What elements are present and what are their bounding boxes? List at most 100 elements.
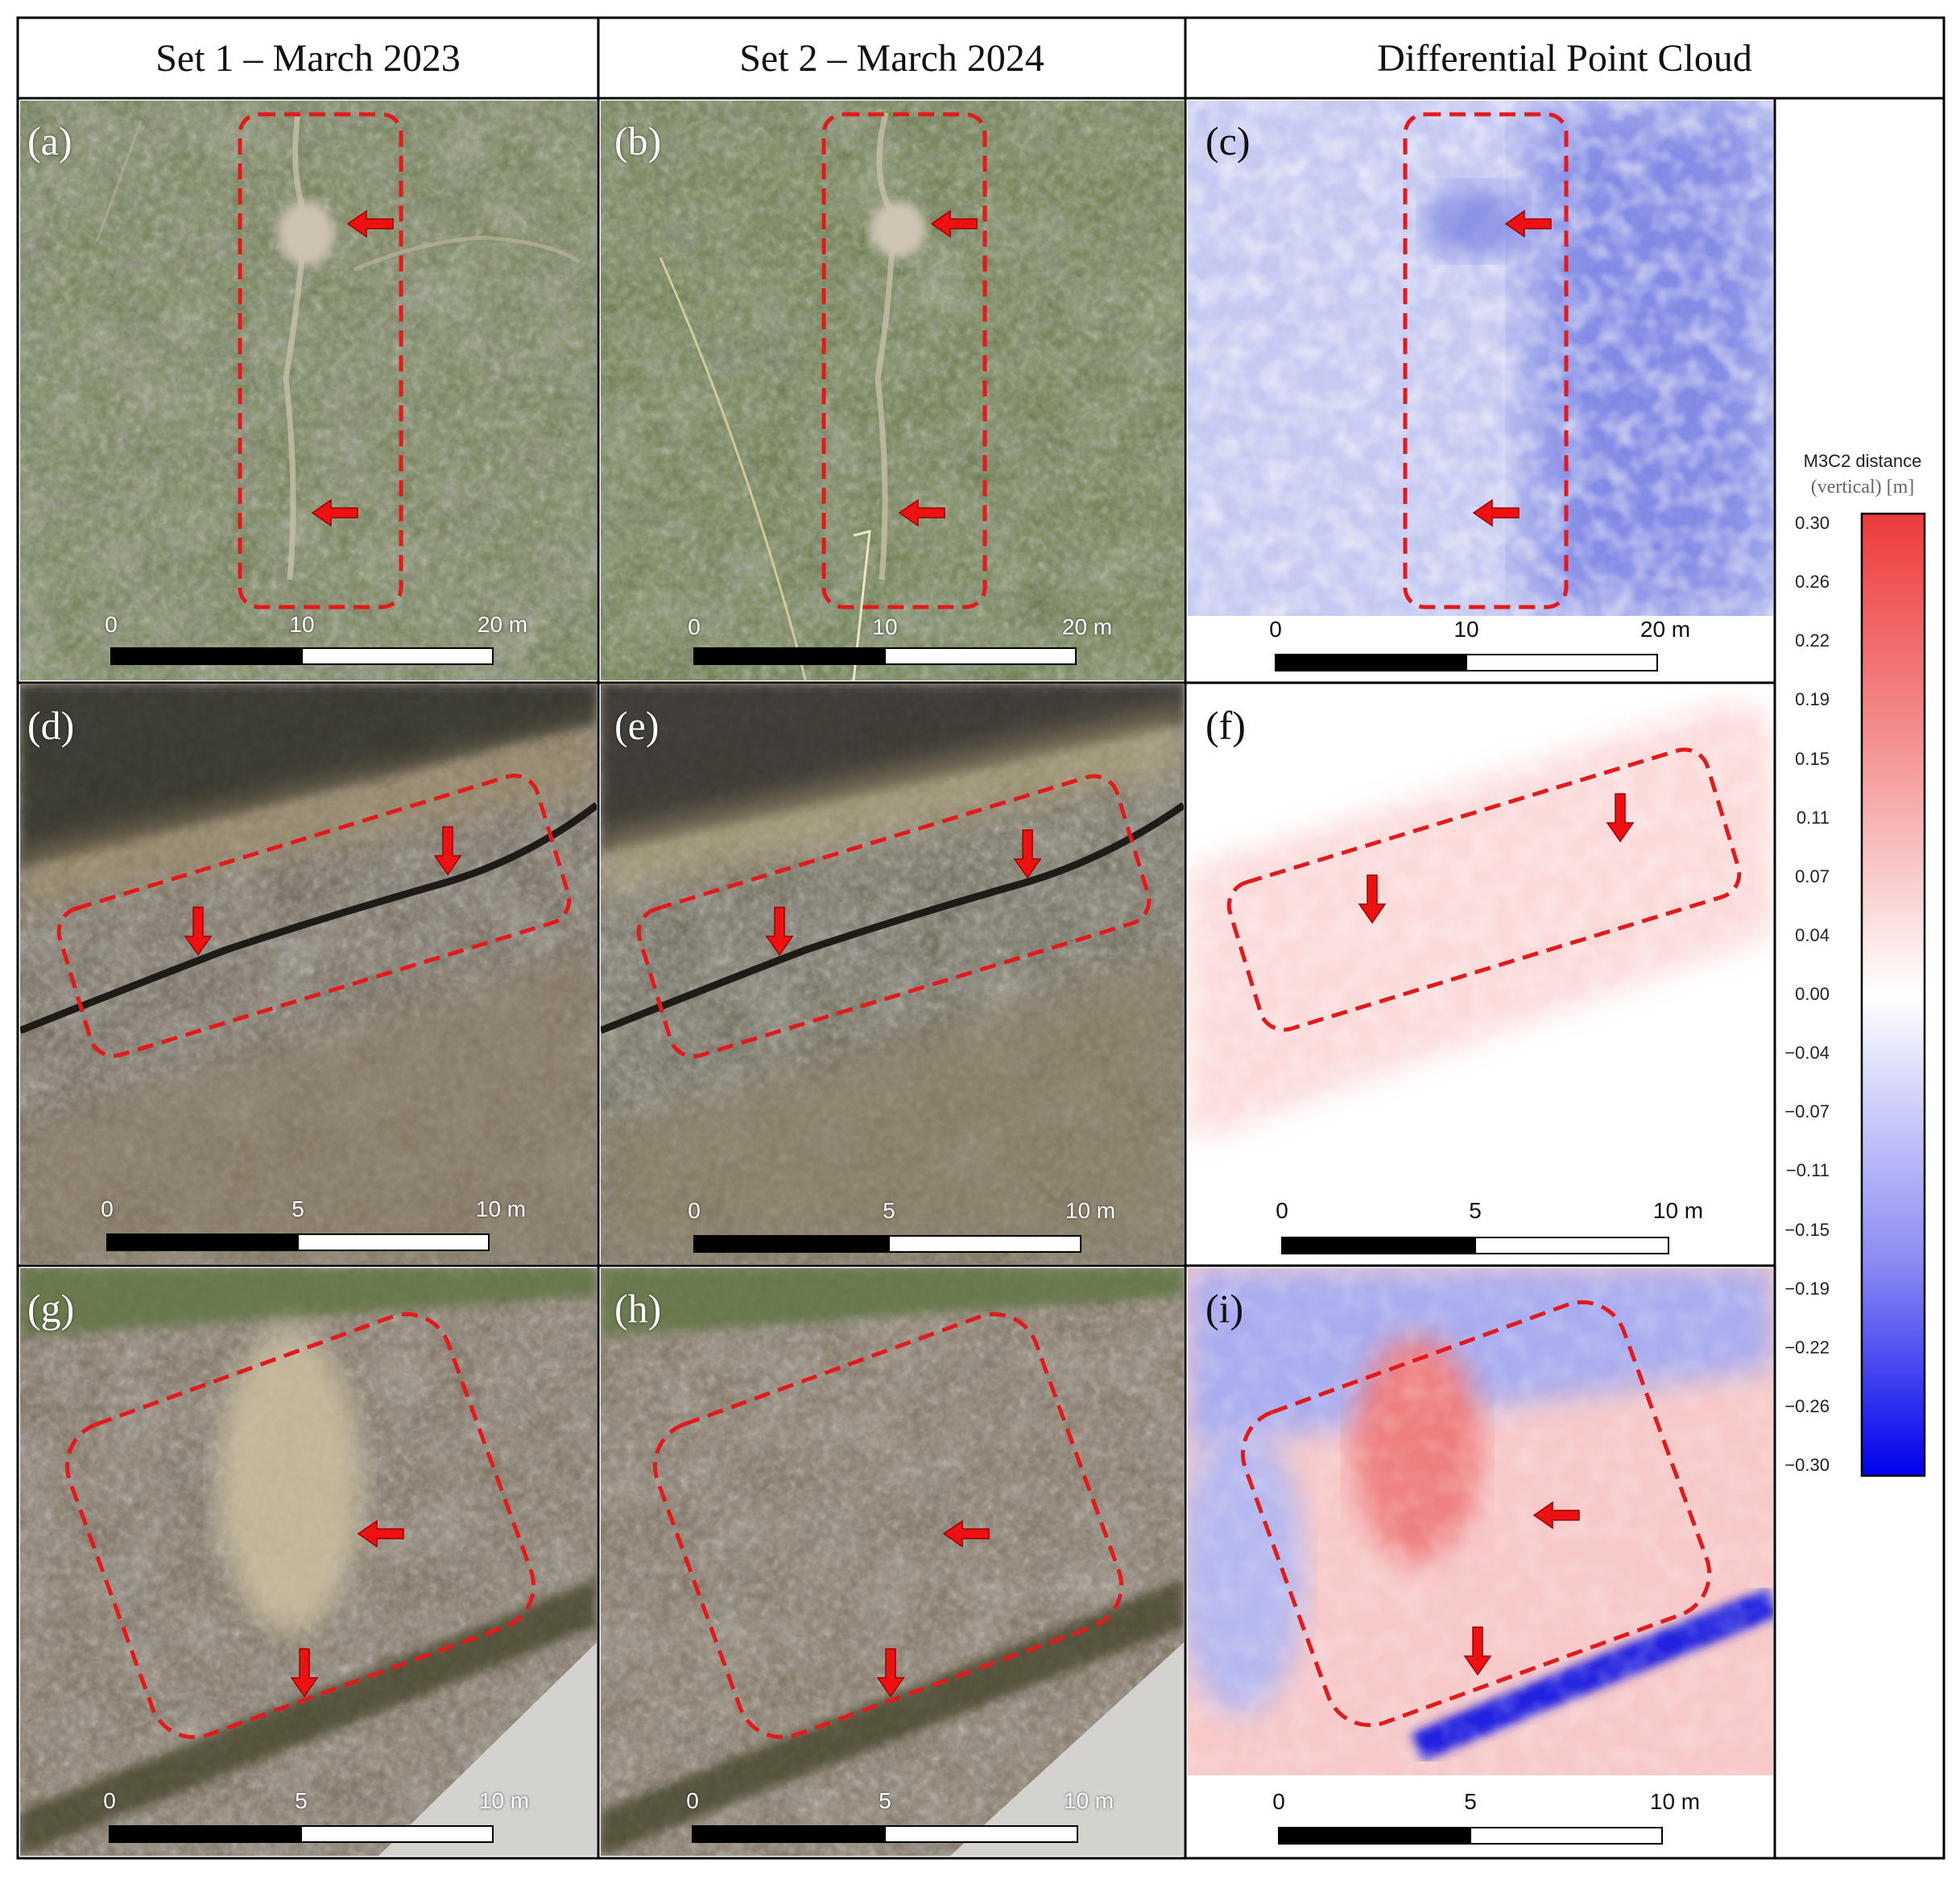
arrow-down-d-left xyxy=(184,907,213,956)
scale-label-a-mid: 10 xyxy=(289,612,315,637)
scale-label-c-end: 20 m xyxy=(1640,617,1691,642)
panel-label-a: (a) xyxy=(27,118,72,163)
scale-bar-e xyxy=(693,1235,1081,1253)
scale-bar-a xyxy=(110,647,494,665)
colorbar-tick-label: 0.04 xyxy=(1795,924,1830,945)
scale-label-d-end: 10 m xyxy=(475,1196,527,1221)
photo-e xyxy=(601,684,1184,1264)
scale-label-h-0: 0 xyxy=(686,1788,699,1813)
scale-label-h-mid: 5 xyxy=(879,1788,891,1813)
roi-outline-g xyxy=(64,1312,536,1740)
diff-c xyxy=(1188,101,1773,616)
diff-i xyxy=(1188,1268,1773,1775)
scale-bar-i xyxy=(1278,1827,1663,1845)
scale-label-g-mid: 5 xyxy=(295,1788,308,1813)
scale-label-d-mid: 5 xyxy=(292,1196,304,1221)
panel-label-f: (f) xyxy=(1205,703,1246,748)
panel-label-g: (g) xyxy=(27,1286,75,1331)
scale-bar-d xyxy=(106,1233,490,1251)
scale-bar-b xyxy=(693,647,1077,665)
colorbar-tick-label: 0.19 xyxy=(1795,689,1830,710)
scale-label-h-end: 10 m xyxy=(1063,1788,1114,1813)
arrow-left-g xyxy=(357,1519,404,1548)
panel-label-i: (i) xyxy=(1205,1286,1244,1331)
panel-label-h: (h) xyxy=(614,1286,662,1331)
scale-bar-f xyxy=(1281,1237,1669,1254)
roi-outline-i xyxy=(1240,1299,1712,1728)
header-differential: Differential Point Cloud xyxy=(1377,36,1752,80)
scale-label-i-mid: 5 xyxy=(1464,1789,1477,1814)
panel-label-e: (e) xyxy=(614,703,660,748)
scale-label-c-0: 0 xyxy=(1269,617,1282,642)
arrow-left-c-bottom xyxy=(1472,498,1520,527)
arrow-down-e-right xyxy=(1013,829,1042,879)
scale-label-f-end: 10 m xyxy=(1652,1198,1704,1223)
panel-label-c: (c) xyxy=(1205,118,1251,163)
scale-label-b-0: 0 xyxy=(688,614,701,639)
roi-outline-a xyxy=(238,112,403,609)
arrow-left-a-bottom xyxy=(311,498,358,527)
roi-outline-h xyxy=(652,1312,1124,1740)
colorbar-tick-label: −0.15 xyxy=(1784,1219,1830,1240)
scale-label-c-mid: 10 xyxy=(1453,617,1479,642)
scale-label-a-0: 0 xyxy=(105,612,118,637)
scale-label-d-0: 0 xyxy=(101,1196,114,1221)
arrow-down-e-left xyxy=(765,907,794,956)
colorbar-gradient xyxy=(1860,512,1926,1477)
scale-label-a-end: 20 m xyxy=(477,612,528,637)
arrow-left-h xyxy=(942,1519,990,1548)
colorbar-tick-label: −0.26 xyxy=(1784,1395,1830,1416)
roi-outline-b xyxy=(821,112,987,609)
roi-outline-e xyxy=(636,774,1152,1059)
colorbar-tick-label: −0.22 xyxy=(1784,1337,1830,1357)
scale-label-b-mid: 10 xyxy=(872,614,898,639)
diff-f xyxy=(1188,684,1773,1264)
roi-outline-f xyxy=(1226,747,1742,1032)
header-set1: Set 1 – March 2023 xyxy=(155,36,461,80)
colorbar-title: M3C2 distance xyxy=(1803,451,1922,471)
colorbar-tick-label: −0.04 xyxy=(1784,1043,1830,1064)
colorbar-tick-label: −0.30 xyxy=(1784,1455,1830,1475)
scale-label-g-end: 10 m xyxy=(478,1788,530,1813)
colorbar-tick-label: −0.11 xyxy=(1785,1160,1830,1181)
arrow-down-h xyxy=(876,1648,905,1698)
arrow-down-d-right xyxy=(433,826,462,876)
scale-label-g-0: 0 xyxy=(103,1788,116,1813)
arrow-left-b-top xyxy=(930,209,978,238)
colorbar-tick-label: 0.11 xyxy=(1796,807,1830,828)
arrow-down-f-right xyxy=(1606,793,1635,843)
colorbar-tick-label: 0.26 xyxy=(1795,572,1830,593)
scale-label-e-end: 10 m xyxy=(1065,1198,1116,1223)
photo-h xyxy=(601,1268,1184,1856)
colorbar-tick-label: 0.00 xyxy=(1795,984,1830,1004)
arrow-left-c-top xyxy=(1504,209,1552,238)
colorbar-tick-label: −0.19 xyxy=(1784,1278,1830,1299)
colorbar-tick-label: 0.15 xyxy=(1795,748,1830,769)
roi-outline-c xyxy=(1403,112,1569,609)
arrow-down-g xyxy=(290,1648,319,1698)
scale-label-b-end: 20 m xyxy=(1061,614,1113,639)
arrow-left-i xyxy=(1532,1501,1580,1530)
scale-label-e-mid: 5 xyxy=(883,1198,895,1223)
scale-label-f-0: 0 xyxy=(1276,1198,1288,1223)
scale-bar-c xyxy=(1275,654,1658,671)
roi-outline-d xyxy=(56,773,572,1058)
header-set2: Set 2 – March 2024 xyxy=(739,36,1044,80)
photo-d xyxy=(20,684,597,1264)
panel-label-d: (d) xyxy=(27,703,75,748)
arrow-left-a-top xyxy=(346,209,394,238)
arrow-left-b-bottom xyxy=(898,498,945,527)
scale-label-i-end: 10 m xyxy=(1649,1789,1701,1814)
photo-g xyxy=(20,1268,597,1856)
scale-label-e-0: 0 xyxy=(688,1198,701,1223)
scale-label-f-mid: 5 xyxy=(1469,1198,1482,1223)
colorbar-subtitle: (vertical) [m] xyxy=(1810,477,1915,498)
colorbar-tick-label: −0.07 xyxy=(1784,1101,1830,1122)
scale-bar-h xyxy=(692,1825,1078,1843)
scale-label-i-0: 0 xyxy=(1272,1789,1285,1814)
photo-a xyxy=(20,101,597,680)
scale-bar-g xyxy=(109,1825,494,1843)
panel-label-b: (b) xyxy=(614,118,662,163)
